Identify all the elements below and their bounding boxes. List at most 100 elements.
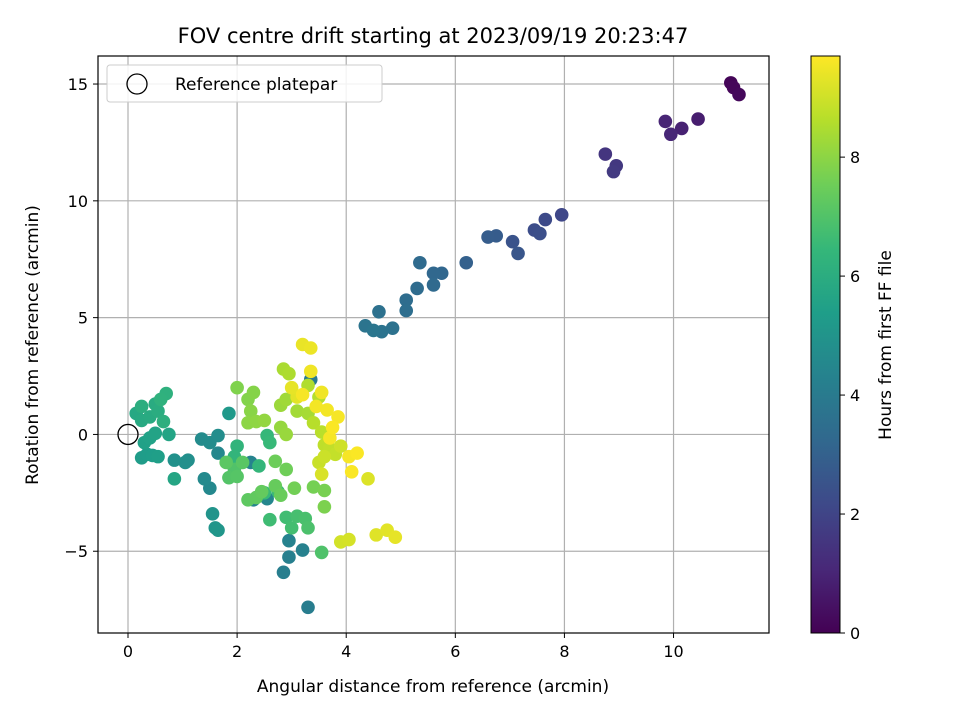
data-point: [372, 304, 386, 319]
legend-entry-label: Reference platepar: [175, 75, 337, 95]
data-point: [344, 465, 359, 479]
data-points: [129, 76, 746, 615]
data-point: [134, 399, 149, 414]
data-point: [263, 435, 277, 450]
colorbar-ticks: 0 2 4 6 8: [840, 148, 860, 643]
data-point: [279, 510, 294, 525]
data-point: [279, 427, 294, 442]
data-point: [257, 413, 272, 428]
data-point: [350, 446, 364, 460]
data-point: [295, 387, 310, 402]
data-point: [279, 462, 294, 477]
data-point: [290, 404, 304, 418]
colorbar-tick-label: 6: [850, 267, 860, 286]
data-point: [156, 414, 171, 429]
x-tick-label: 10: [663, 642, 683, 661]
data-point: [426, 266, 441, 281]
data-point: [314, 385, 329, 400]
data-point: [317, 500, 332, 514]
data-point: [317, 449, 332, 464]
data-point: [282, 366, 296, 381]
colorbar-label: Hours from first FF file: [876, 250, 896, 440]
data-point: [197, 472, 212, 486]
reference-point-marker: [117, 423, 139, 446]
colorbar-tick-label: 0: [850, 624, 860, 643]
data-point: [399, 293, 414, 307]
data-point: [254, 484, 269, 499]
data-point: [295, 543, 310, 557]
data-point: [314, 467, 329, 481]
data-point: [303, 341, 318, 355]
data-point: [301, 521, 315, 535]
data-point: [243, 404, 258, 418]
x-tick-label: 0: [123, 642, 133, 661]
legend-box: [106, 64, 383, 103]
data-point: [167, 472, 182, 486]
legend: Reference platepar: [106, 64, 383, 103]
x-tick-label: 4: [341, 642, 351, 661]
data-point: [306, 415, 321, 430]
data-point: [459, 255, 474, 270]
data-point: [331, 410, 345, 424]
data-point: [410, 281, 424, 296]
data-point: [151, 404, 165, 418]
y-tick-label: 10: [68, 192, 88, 211]
colorbar-tick-label: 8: [850, 148, 860, 167]
grid-lines: [98, 56, 769, 633]
data-point: [342, 532, 356, 547]
data-point: [268, 454, 283, 469]
data-point: [246, 385, 261, 400]
y-tick-label: 15: [68, 75, 88, 94]
data-point: [399, 303, 414, 318]
data-point: [167, 453, 182, 467]
data-point: [219, 455, 233, 470]
data-point: [674, 121, 689, 136]
y-axis-ticks: −5 0 5 10 15: [64, 75, 98, 561]
data-point: [151, 449, 165, 464]
data-point: [273, 488, 288, 502]
data-point: [303, 364, 318, 379]
data-point: [287, 481, 302, 495]
colorbar-gradient: [810, 55, 841, 634]
data-point: [279, 392, 294, 407]
x-axis-label: Angular distance from reference (arcmin): [257, 677, 609, 697]
data-point: [211, 523, 225, 538]
data-point: [263, 512, 277, 527]
y-axis-label: Rotation from reference (arcmin): [23, 205, 43, 485]
x-tick-label: 8: [559, 642, 569, 661]
data-point: [282, 533, 296, 548]
data-point: [162, 427, 176, 442]
data-point: [426, 278, 441, 292]
data-point: [230, 380, 244, 395]
colorbar-tick-label: 2: [850, 505, 860, 524]
data-point: [538, 212, 553, 227]
data-point: [230, 469, 244, 484]
data-point: [282, 550, 296, 564]
data-point: [222, 406, 236, 421]
data-point: [505, 234, 520, 249]
data-point: [369, 528, 384, 542]
data-point: [533, 226, 547, 241]
x-tick-label: 2: [232, 642, 242, 661]
data-point: [317, 483, 332, 498]
data-point: [598, 147, 613, 161]
data-point: [301, 600, 315, 615]
data-point: [276, 565, 291, 580]
data-point: [664, 127, 678, 142]
x-tick-label: 6: [450, 642, 460, 661]
chart-title: FOV centre drift starting at 2023/09/19 …: [178, 24, 689, 48]
data-point: [230, 439, 244, 453]
data-point: [211, 428, 225, 443]
data-point: [385, 321, 400, 335]
data-point: [235, 455, 250, 470]
data-point: [691, 112, 705, 126]
data-point: [320, 403, 334, 417]
x-axis-ticks: 0 2 4 6 8 10: [123, 633, 684, 661]
data-point: [366, 323, 381, 338]
data-point: [252, 459, 266, 473]
reference-layer: [117, 423, 139, 446]
data-point: [554, 208, 569, 222]
data-point: [323, 431, 337, 445]
y-tick-label: 5: [78, 309, 88, 328]
